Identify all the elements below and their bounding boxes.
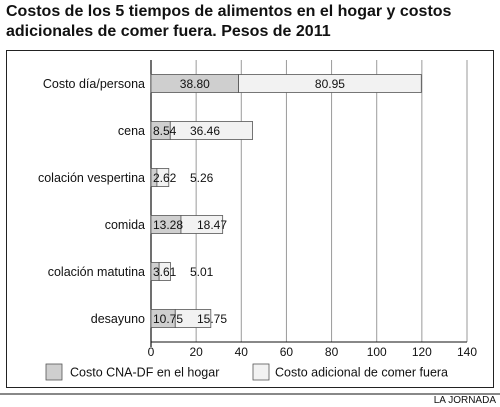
legend-label-hogar: Costo CNA-DF en el hogar: [70, 366, 219, 380]
bar-fuera: [174, 309, 212, 328]
data-label-hogar: 38.80: [180, 77, 210, 91]
bar-fuera: [156, 168, 170, 187]
data-label-hogar: 13.28: [153, 218, 183, 232]
credit-label: LA JORNADA: [433, 395, 496, 406]
legend-swatch-hogar: [45, 363, 63, 381]
data-label-fuera: 5.26: [190, 171, 214, 185]
chart-title: Costos de los 5 tiempos de alimentos en …: [6, 3, 452, 40]
category-label: colación matutina: [48, 265, 145, 279]
x-tick-label: 120: [412, 345, 432, 359]
x-tick-label: 60: [280, 345, 294, 359]
bar-fuera: [169, 121, 253, 140]
x-tick-label: 40: [235, 345, 249, 359]
data-label-fuera: 5.01: [190, 265, 214, 279]
bar-fuera: [180, 215, 224, 234]
chart-frame: [6, 50, 494, 388]
x-tick-label: 140: [457, 345, 477, 359]
data-label-hogar: 8.54: [153, 124, 177, 138]
x-tick-label: 20: [189, 345, 203, 359]
data-label-hogar: 3.61: [153, 265, 177, 279]
data-label-fuera: 15.75: [197, 312, 227, 326]
x-tick-label: 100: [367, 345, 387, 359]
legend-swatch-fuera: [252, 363, 270, 381]
category-label: colación vespertina: [38, 171, 145, 185]
category-label: cena: [118, 124, 145, 138]
category-label: comida: [105, 218, 145, 232]
x-tick-label: 0: [148, 345, 155, 359]
data-label-fuera: 36.46: [190, 124, 220, 138]
category-label: desayuno: [91, 312, 145, 326]
data-label-hogar: 2.62: [153, 171, 177, 185]
bar-fuera: [158, 262, 171, 281]
x-tick-label: 80: [325, 345, 339, 359]
data-label-hogar: 10.75: [153, 312, 183, 326]
bar-fuera: [238, 74, 422, 93]
category-label: Costo día/persona: [43, 77, 145, 91]
data-label-fuera: 18.47: [197, 218, 227, 232]
legend-label-fuera: Costo adicional de comer fuera: [275, 366, 448, 380]
data-label-fuera: 80.95: [315, 77, 345, 91]
